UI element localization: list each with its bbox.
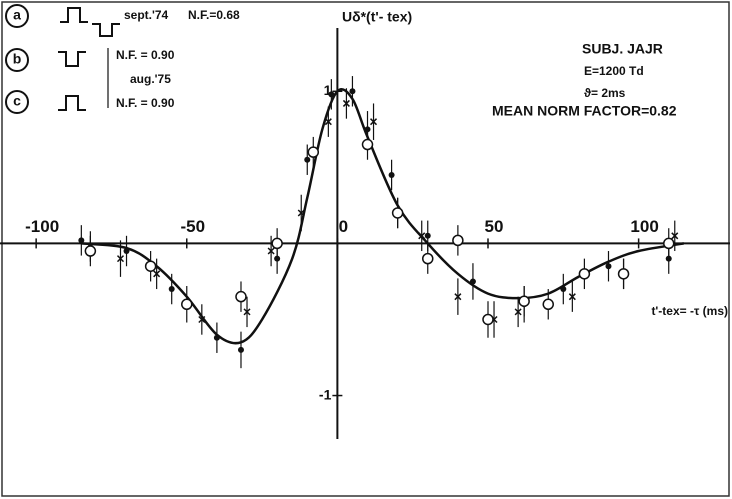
legend [5,4,120,114]
y-tick-label: -1 [319,386,332,402]
point [388,171,395,178]
pulse-icon [58,51,86,67]
x-tick-label: 0 [339,217,348,236]
point [144,260,157,272]
y-tick-label: 1 [324,82,332,98]
point [518,295,530,307]
point [198,315,206,324]
legend-note: N.F. = 0.90 [116,48,175,62]
legend-label: c [13,93,21,109]
x-tick-label: 50 [485,217,504,236]
point [342,99,350,107]
point [78,237,85,244]
point [213,334,220,341]
legend-badge [5,4,29,28]
x-tick-label: -50 [180,217,205,236]
point [116,255,125,263]
point [422,252,434,265]
annotation: SUBJ. JAJR [582,41,663,57]
point [568,293,576,301]
legend-note: sept.'74 [124,8,169,22]
point [328,91,335,98]
point [123,248,130,255]
point [243,308,251,316]
point [84,245,97,257]
x-axis-label: t'-tex= -τ (ms) [651,304,728,318]
point [235,290,247,303]
point [168,286,175,293]
y-axis-label: Uδ*(t'- tex) [342,9,412,25]
point [469,278,476,285]
point [307,146,320,158]
point [237,346,244,353]
point [671,232,679,240]
pulse-icon [58,95,86,111]
point [153,270,161,278]
point [482,313,494,326]
legend-label: a [13,7,21,23]
x-tick-label: -100 [25,217,59,236]
annotation: ϑ= 2ms [584,86,626,100]
legend-badge [5,48,29,72]
point [560,286,567,293]
legend-note: aug.'75 [130,72,171,86]
point [617,268,630,280]
annotation: E=1200 Td [584,64,644,78]
point [304,156,311,163]
point [181,298,193,311]
point [452,234,464,247]
pulse-icon [60,7,120,37]
point [605,263,612,270]
legend-badge [5,90,29,114]
point [297,209,305,217]
point [324,118,332,126]
point [418,232,426,240]
legend-label: b [13,51,22,67]
point [361,138,374,151]
annotation: MEAN NORM FACTOR=0.82 [492,103,677,119]
point [271,237,283,250]
x-tick-label: 100 [630,217,658,236]
legend-note: N.F. = 0.90 [116,96,175,110]
point [514,308,522,316]
point [370,118,378,126]
point [424,232,431,239]
point [391,207,404,219]
legend-note: N.F.=0.68 [188,8,240,22]
point [662,237,675,250]
point [454,293,462,301]
fit-curve [81,88,685,345]
point [349,88,356,95]
point [578,268,591,280]
point [542,298,554,311]
point [267,247,275,255]
